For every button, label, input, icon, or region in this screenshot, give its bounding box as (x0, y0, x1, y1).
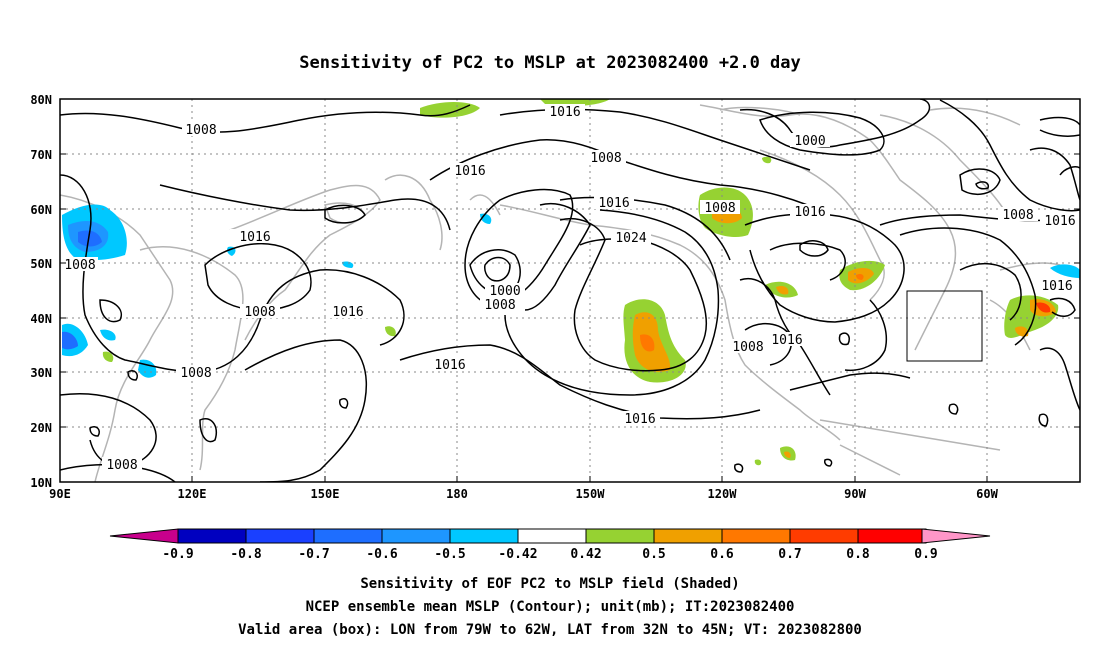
colorbar-box (721, 528, 791, 544)
contour-label: 1016 (794, 205, 825, 220)
contour-label: 1008 (106, 458, 137, 473)
colorbar-label: 0.9 (914, 547, 937, 562)
contour-label: 1016 (771, 333, 802, 348)
colorbar: -0.9 -0.8 -0.7 -0.6 -0.5 -0.42 0.42 0.5 0.6 0.7 0.… (109, 528, 991, 562)
contour-label: 1008 (732, 340, 763, 355)
contour-label: 1008 (704, 201, 735, 216)
lon-label: 90E (49, 487, 71, 501)
contour-label: 1008 (185, 123, 216, 138)
lon-label: 150W (576, 487, 606, 501)
contour-label: 1000 (794, 134, 825, 149)
lat-label: 50N (30, 257, 52, 271)
colorbar-label: -0.5 (434, 547, 465, 562)
lon-label: 150E (311, 487, 340, 501)
contour-label: 1008 (484, 298, 515, 313)
colorbar-box (381, 528, 451, 544)
contour-label: 1016 (624, 412, 655, 427)
colorbar-label: 0.6 (710, 547, 734, 562)
lat-label: 60N (30, 203, 52, 217)
contour-label: 1024 (615, 231, 646, 246)
contour-label: 1016 (239, 230, 270, 245)
contour-label: 1016 (549, 105, 580, 120)
contour-label: 1016 (454, 164, 485, 179)
contour-label: 1008 (590, 151, 621, 166)
graticule (60, 99, 1080, 482)
colorbar-label: 0.5 (642, 547, 665, 562)
contour-label: 1008 (180, 366, 211, 381)
contour-label: 1000 (489, 284, 520, 299)
colorbar-box (585, 528, 655, 544)
colorbar-box (245, 528, 315, 544)
contour-label: 1016 (434, 358, 465, 373)
contour-label: 1008 (1002, 208, 1033, 223)
lat-label: 40N (30, 312, 52, 326)
lon-label: 180 (446, 487, 468, 501)
map-frame (59, 98, 1081, 483)
lon-label: 90W (844, 487, 866, 501)
contour-label: 1016 (332, 305, 363, 320)
lon-label: 120W (708, 487, 738, 501)
colorbar-boxes (177, 528, 927, 544)
contour-label: 1016 (598, 196, 629, 211)
colorbar-high-end (921, 528, 991, 544)
map-title: Sensitivity of PC2 to MSLP at 2023082400… (299, 53, 801, 73)
colorbar-label: 0.7 (778, 547, 801, 562)
colorbar-label: 0.8 (846, 547, 870, 562)
colorbar-label: -0.8 (230, 547, 261, 562)
lat-label: 70N (30, 148, 52, 162)
contour-label: 1008 (244, 305, 275, 320)
colorbar-box (857, 528, 927, 544)
lat-label: 80N (30, 93, 52, 107)
footer-line-2: NCEP ensemble mean MSLP (Contour); unit(… (306, 599, 795, 615)
contour-label: 1016 (1041, 279, 1072, 294)
colorbar-label: -0.6 (366, 547, 397, 562)
colorbar-label: -0.9 (162, 547, 193, 562)
colorbar-label: -0.42 (498, 547, 537, 562)
colorbar-box (313, 528, 383, 544)
contour-label: 1008 (64, 258, 95, 273)
footer-line-1: Sensitivity of EOF PC2 to MSLP field (Sh… (360, 576, 739, 592)
footer-line-3: Valid area (box): LON from 79W to 62W, L… (238, 622, 862, 638)
colorbar-box (653, 528, 723, 544)
colorbar-labels: -0.9 -0.8 -0.7 -0.6 -0.5 -0.42 0.42 0.5 0.6 0.7 0.… (162, 547, 937, 562)
tick-marks (60, 98, 1080, 483)
contour-labels: 1008 1016 1008 1008 1016 1008 1008 1016 … (62, 104, 1080, 473)
lat-label: 30N (30, 366, 52, 380)
valid-area-box (906, 290, 983, 362)
lat-label: 10N (30, 476, 52, 490)
lat-label: 20N (30, 421, 52, 435)
lon-label: 120E (178, 487, 207, 501)
longitude-labels: 90E 120E 150E 180 150W 120W 90W 60W (49, 487, 998, 501)
colorbar-label: -0.7 (298, 547, 329, 562)
colorbar-low-end (109, 528, 179, 544)
lon-label: 60W (976, 487, 998, 501)
contour-label: 1016 (1044, 214, 1075, 229)
colorbar-box (789, 528, 859, 544)
colorbar-box (449, 528, 519, 544)
colorbar-box (517, 528, 587, 544)
colorbar-box (177, 528, 247, 544)
colorbar-label: 0.42 (570, 547, 601, 562)
latitude-labels: 80N 70N 60N 50N 40N 30N 20N 10N (30, 93, 52, 490)
